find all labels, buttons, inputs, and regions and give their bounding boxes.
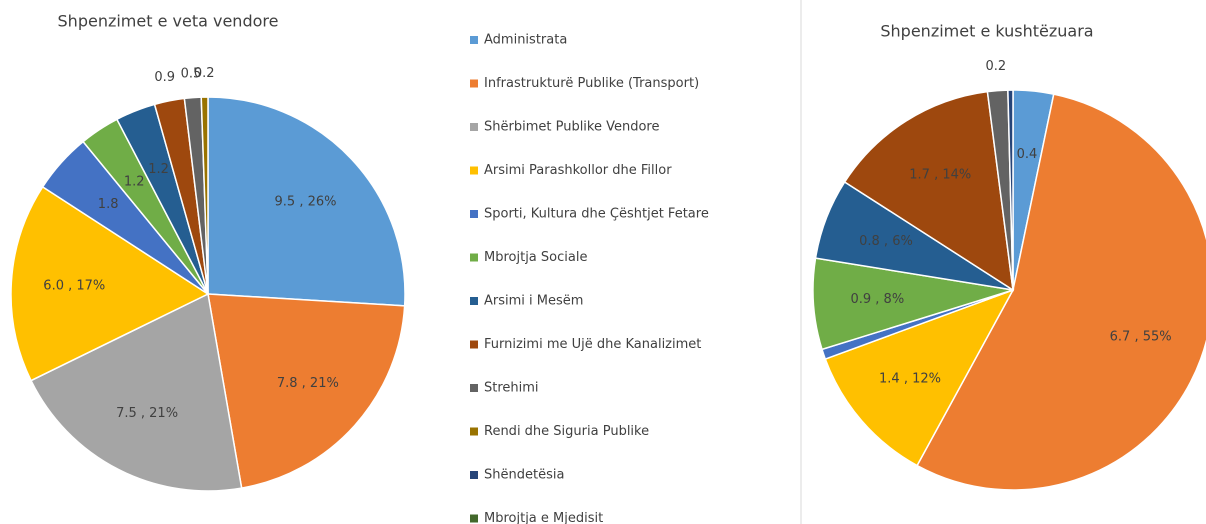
data-label: 7.5 , 21%: [116, 406, 178, 421]
pie-slice: [824, 288, 1015, 467]
legend-swatch: [470, 123, 478, 131]
legend-label: Sporti, Kultura dhe Çështjet Fetare: [484, 207, 709, 222]
data-label: 0.9: [154, 70, 175, 85]
data-label: 1.8: [98, 197, 119, 212]
legend-label: Strehimi: [484, 381, 539, 396]
legend-swatch: [470, 166, 478, 175]
legend-label: Mbrojtja Sociale: [484, 250, 587, 265]
data-label: 6.7 , 55%: [1110, 329, 1172, 344]
legend-label: Rendi dhe Siguria Publike: [484, 424, 649, 439]
data-label: 7.8 , 21%: [277, 376, 339, 391]
legend-label: Mbrojtja e Mjedisit: [484, 511, 603, 524]
chart-title: Shpenzimet e kushtëzuara: [880, 22, 1093, 41]
pie-slice: [843, 90, 1014, 292]
pie-slice: [10, 185, 210, 382]
data-label: 6.0 , 17%: [43, 278, 105, 293]
pie-slice: [207, 293, 406, 489]
data-label: 1.4 , 12%: [879, 371, 941, 386]
legend-swatch: [470, 427, 478, 436]
pie-slice: [1007, 89, 1014, 291]
data-label: 1.7 , 14%: [909, 168, 971, 183]
pie-slice: [30, 292, 243, 492]
data-label: 9.5 , 26%: [275, 195, 337, 210]
data-label: 0.2: [194, 66, 215, 81]
legend-label: Arsimi i Mesëm: [484, 294, 583, 309]
legend-label: Furnizimi me Ujë dhe Kanalizimet: [484, 337, 701, 352]
pie-slice: [916, 93, 1206, 491]
legend-swatch: [470, 253, 478, 262]
legend-label: Shëndetësia: [484, 468, 564, 483]
legend-label: Arsimi Parashkollor dhe Fillor: [484, 163, 672, 178]
pie-slice: [207, 96, 406, 307]
data-label: 0.2: [985, 59, 1006, 74]
data-label: 0.5: [181, 67, 202, 82]
legend-swatch: [470, 384, 478, 392]
data-label: 1.2: [124, 175, 145, 190]
legend-swatch: [470, 79, 478, 88]
legend-swatch: [470, 36, 478, 44]
legend-label: Infrastrukturë Publike (Transport): [484, 76, 699, 91]
chart-title: Shpenzimet e veta vendore: [58, 12, 279, 31]
legend-swatch: [470, 210, 478, 218]
legend-swatch: [470, 471, 478, 479]
legend-swatch: [470, 514, 478, 523]
data-label: 0.8 , 6%: [859, 234, 913, 249]
data-label: 0.4: [1017, 147, 1038, 162]
legend-swatch: [470, 297, 478, 305]
data-label: 0.9 , 8%: [850, 292, 904, 307]
legend-label: Shërbimet Publike Vendore: [484, 120, 660, 135]
pie-slice: [200, 96, 209, 295]
data-label: 1.2: [148, 162, 169, 177]
legend-label: Administrata: [484, 33, 567, 48]
legend-swatch: [470, 340, 478, 349]
